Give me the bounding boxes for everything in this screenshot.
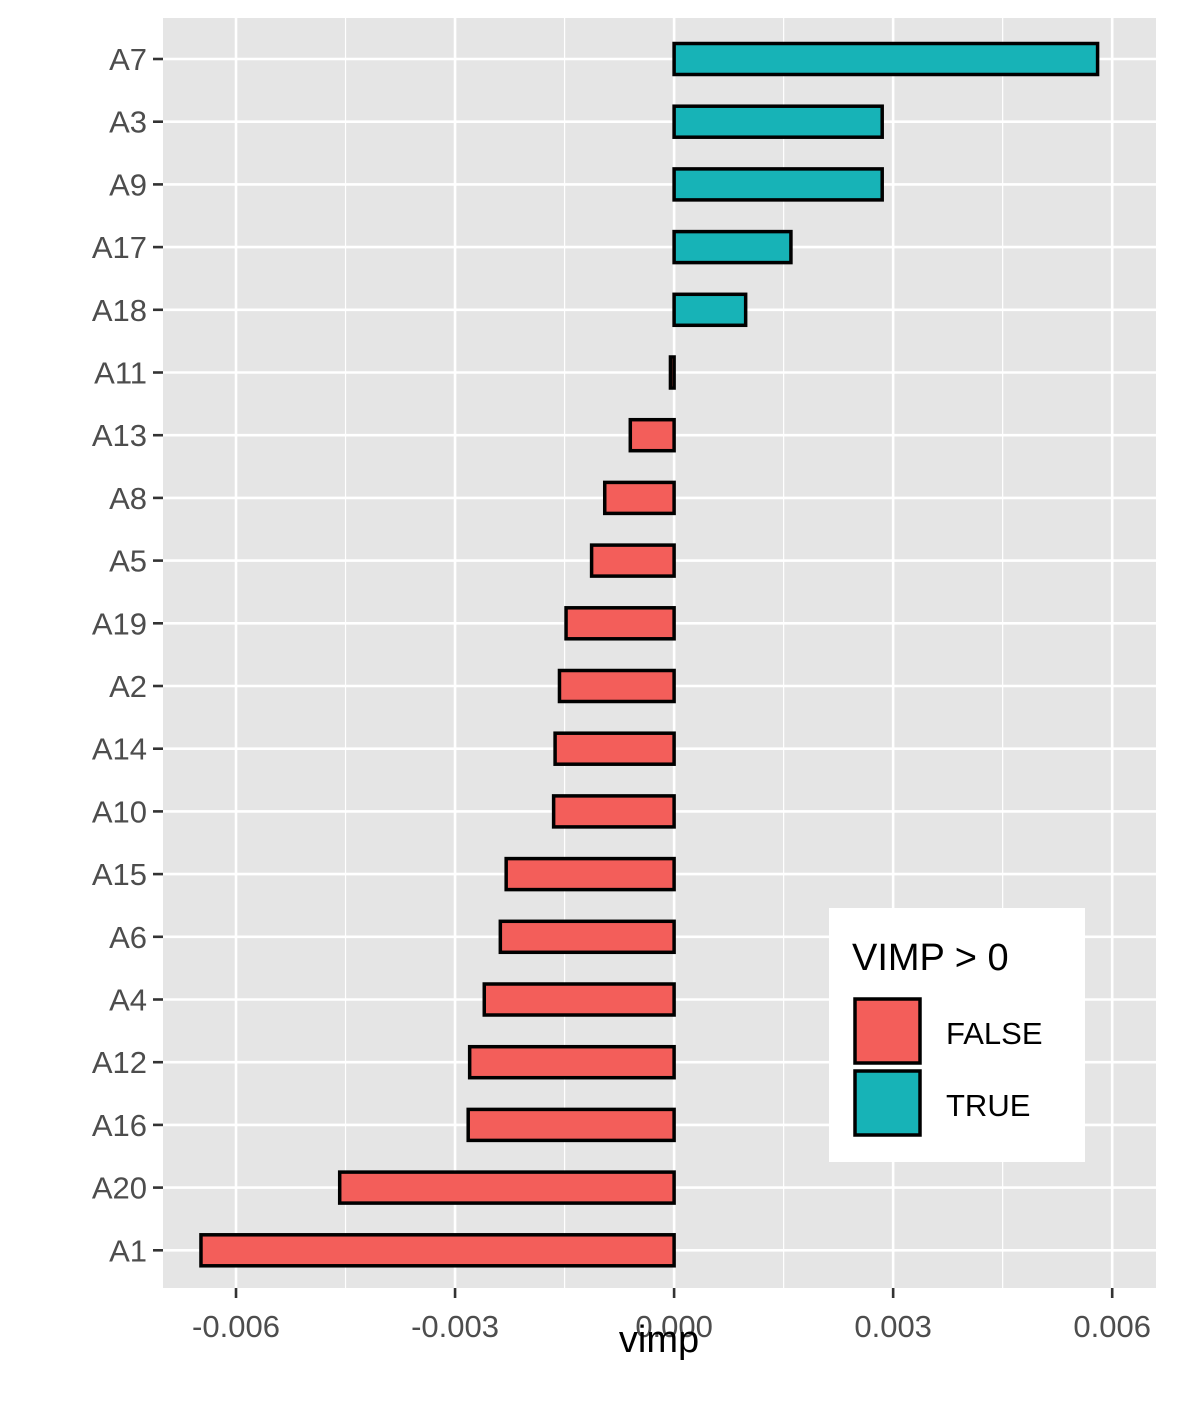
bars [199,41,1100,1268]
x-axis: -0.006 -0.003 0.000 0.003 0.006 [192,1288,1151,1344]
y-tick-label-a5: A5 [109,544,147,579]
bar-a4 [482,982,676,1017]
y-tick-label-a1: A1 [109,1233,147,1268]
bar-a1 [199,1233,676,1268]
y-tick-label-a19: A19 [92,606,147,641]
legend-key-true [853,1069,922,1137]
y-tick-label-a15: A15 [92,857,147,892]
bar-a11 [668,355,676,390]
bar-a20 [337,1170,676,1205]
bar-a7 [672,41,1100,77]
y-tick-label-a13: A13 [92,418,147,453]
bar-a15 [504,856,676,892]
bar-a14 [553,731,676,766]
y-tick-label-a9: A9 [109,167,147,202]
x-axis-title: vimp [619,1319,699,1361]
bar-a2 [557,668,676,704]
bar-a9 [672,167,884,202]
y-tick-label-a11: A11 [94,356,147,391]
bar-a12 [467,1044,676,1080]
y-tick-label-a18: A18 [92,293,147,328]
y-tick-label-a7: A7 [109,42,147,77]
bar-a19 [564,606,676,641]
y-tick-label-a6: A6 [109,920,147,955]
legend-title: VIMP > 0 [852,937,1009,979]
y-tick-label-a4: A4 [109,983,147,1018]
bar-a18 [672,292,748,328]
bar-a5 [589,543,676,578]
bar-a3 [672,104,884,139]
y-tick-label-a3: A3 [109,105,147,140]
y-tick-label-a2: A2 [109,669,147,704]
x-tick-label: -0.006 [192,1309,280,1344]
y-tick-label-a8: A8 [109,481,147,516]
y-axis: A7 A3 A9 A17 A18 A11 A13 A8 A5 A19 A2 A14 A10 A15 A6 A4… [92,42,163,1268]
bar-a17 [672,229,793,265]
legend-key-false [853,997,922,1065]
bar-a10 [551,794,676,829]
x-tick-label: 0.003 [854,1309,932,1344]
y-tick-label-a10: A10 [92,794,147,829]
bar-a6 [498,919,676,955]
legend-label-true: TRUE [946,1088,1030,1123]
y-tick-label-a16: A16 [92,1108,147,1143]
legend-label-false: FALSE [946,1016,1043,1051]
y-tick-label-a17: A17 [92,230,147,265]
x-tick-label: 0.006 [1073,1309,1151,1344]
x-tick-label: -0.003 [411,1309,499,1344]
bar-a8 [602,480,676,516]
x-tick-label: 0.000 [635,1309,713,1344]
bar-a13 [628,417,676,453]
y-tick-label-a12: A12 [92,1045,147,1080]
legend: VIMP > 0 FALSE TRUE [829,908,1085,1162]
bar-a16 [466,1107,676,1143]
y-tick-label-a20: A20 [92,1171,147,1206]
y-tick-label-a14: A14 [92,732,147,767]
